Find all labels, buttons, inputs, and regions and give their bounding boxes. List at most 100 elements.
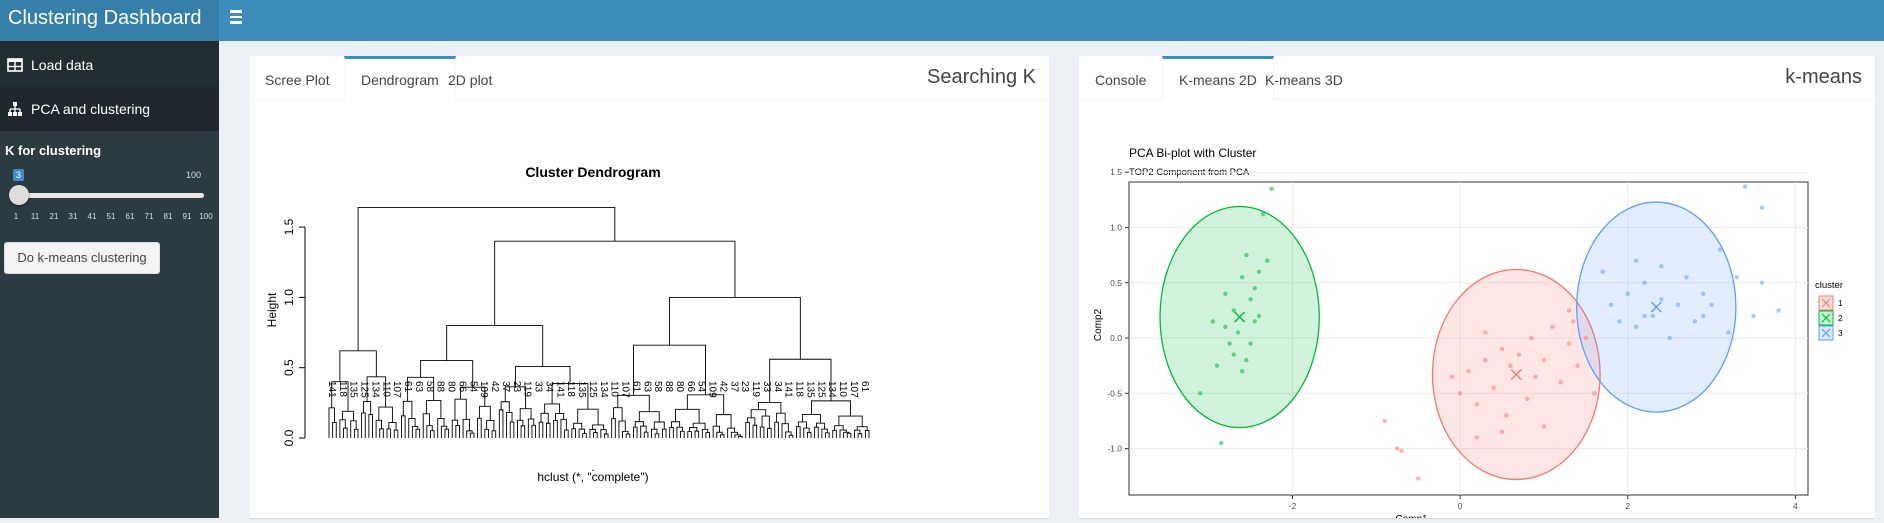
slider-tick: 41 xyxy=(87,212,97,221)
dendrogram-link xyxy=(781,423,789,438)
dendrogram-link xyxy=(491,430,497,438)
dendrogram-link xyxy=(643,431,649,438)
dendrogram-link xyxy=(761,415,770,429)
dendrogram-link xyxy=(571,428,576,438)
right-tab-bar: Console K-means 2D K-means 3D xyxy=(1079,56,1875,100)
leaf-label: 134 xyxy=(369,381,380,398)
dendrogram-link xyxy=(747,417,756,426)
dendrogram-link xyxy=(694,430,700,438)
slider-tick: 100 xyxy=(199,212,213,221)
data-point-cluster-3 xyxy=(1692,319,1698,324)
data-point-cluster-2 xyxy=(1248,341,1253,346)
data-point-cluster-3 xyxy=(1625,291,1630,297)
data-point-cluster-1 xyxy=(1550,324,1555,330)
tab-console[interactable]: Console xyxy=(1095,72,1147,88)
dendrogram-link xyxy=(486,420,495,431)
dendrogram-link xyxy=(603,433,609,438)
data-point-cluster-1 xyxy=(1499,346,1505,352)
dendrogram-plot: Cluster Dendrogram hclust (*, "complete")… xyxy=(249,100,1049,518)
data-point-cluster-3 xyxy=(1776,308,1781,313)
dendrogram-link xyxy=(401,415,406,438)
slider-tick: 11 xyxy=(30,212,40,221)
sidebar-item-pca-clustering[interactable]: PCA and clustering xyxy=(0,87,219,131)
slider-handle[interactable] xyxy=(9,185,29,205)
leaf-label: 119 xyxy=(750,381,761,397)
leaf-label: 33 xyxy=(533,381,544,393)
centroid-marker-1 xyxy=(1510,369,1522,381)
data-point-cluster-1 xyxy=(1541,357,1547,363)
dendrogram-link xyxy=(618,420,626,438)
y-tick-label: 1.5 xyxy=(282,218,296,235)
k-slider[interactable]: 3 100 1 11 21 31 41 51 61 71 81 91 100 xyxy=(9,168,213,228)
dendrogram-svg: Cluster Dendrogram hclust (*, "complete")… xyxy=(265,164,870,484)
dendrogram-link xyxy=(531,424,537,438)
data-point-cluster-1 xyxy=(1504,413,1509,418)
dendrogram-link xyxy=(776,412,786,424)
leaf-label: 58 xyxy=(424,381,435,393)
data-point-cluster-1 xyxy=(1566,341,1572,346)
leaf-label: 88 xyxy=(435,381,446,393)
dendrogram-link xyxy=(752,424,758,438)
leaf-label: 109 xyxy=(707,381,718,398)
data-point-cluster-1 xyxy=(1491,385,1496,390)
tab-dendrogram[interactable]: Dendrogram xyxy=(344,56,456,100)
dendrogram-link xyxy=(582,433,587,438)
do-kmeans-button[interactable]: Do k-means clustering xyxy=(4,242,160,274)
leaf-label: 23 xyxy=(739,381,750,393)
dendrogram-link xyxy=(611,418,616,438)
leaf-label: 63 xyxy=(641,381,652,393)
legend-label-3: 3 xyxy=(1838,328,1843,338)
leaf-label: 107 xyxy=(848,381,859,398)
left-tab-bar: Scree Plot Dendrogram 2D plot xyxy=(249,56,1049,100)
dendrogram-link xyxy=(738,435,743,438)
tab-kmeans-3d[interactable]: K-means 3D xyxy=(1265,72,1343,88)
dendrogram-link xyxy=(622,431,629,438)
dendrogram-link xyxy=(393,429,399,438)
dendrogram-link xyxy=(504,386,527,409)
data-point-cluster-3 xyxy=(1742,184,1748,189)
sidebar-item-label: PCA and clustering xyxy=(31,101,151,117)
leaf-label: 61 xyxy=(859,381,870,393)
dendrogram-link xyxy=(856,426,868,431)
sidebar-item-load-data[interactable]: Load data xyxy=(0,43,219,87)
slider-tick: 51 xyxy=(106,212,116,221)
data-point-cluster-2 xyxy=(1227,341,1232,346)
dendrogram-link xyxy=(589,428,596,438)
y-tick-label: 0.0 xyxy=(1110,333,1122,343)
data-point-cluster-3 xyxy=(1633,258,1639,263)
data-point-cluster-1 xyxy=(1382,418,1387,424)
leaf-label: 110 xyxy=(380,381,391,397)
tab-2d-plot[interactable]: 2D plot xyxy=(448,72,493,88)
leaf-label: 119 xyxy=(522,381,533,397)
data-point-cluster-1 xyxy=(1483,330,1488,335)
dendrogram-link xyxy=(671,421,681,428)
leaf-label: 58 xyxy=(652,381,663,393)
centroid-marker-3 xyxy=(1650,301,1662,313)
tab-kmeans-2d[interactable]: K-means 2D xyxy=(1162,56,1274,100)
dendrogram-xlabel: hclust (*, "complete") xyxy=(537,470,648,484)
data-point-cluster-3 xyxy=(1650,313,1656,319)
dendrogram-link xyxy=(712,425,720,438)
slider-tick: 71 xyxy=(144,212,154,221)
data-point-cluster-2 xyxy=(1265,258,1270,263)
dendrogram-link xyxy=(544,403,561,414)
leaf-label: 33 xyxy=(761,381,772,393)
x-tick-label: 4 xyxy=(1793,501,1798,511)
slider-track[interactable] xyxy=(14,193,204,198)
data-point-cluster-1 xyxy=(1474,435,1480,440)
sidebar: Load data PCA and clustering xyxy=(0,41,219,518)
dendrogram-link xyxy=(498,409,504,438)
y-tick-label: -1.0 xyxy=(1107,444,1122,454)
data-point-cluster-2 xyxy=(1256,269,1262,274)
sidebar-toggle-icon[interactable] xyxy=(230,8,250,28)
leaf-label: 107 xyxy=(620,381,631,398)
dendrogram-link xyxy=(745,421,750,438)
k-label: K for clustering xyxy=(5,143,102,158)
data-point-cluster-2 xyxy=(1198,391,1203,396)
dendrogram-link xyxy=(767,427,772,438)
legend-key-x-3 xyxy=(1821,328,1831,338)
data-point-cluster-1 xyxy=(1575,363,1580,368)
tab-scree-plot[interactable]: Scree Plot xyxy=(265,72,330,88)
slider-tick: 81 xyxy=(163,212,173,221)
